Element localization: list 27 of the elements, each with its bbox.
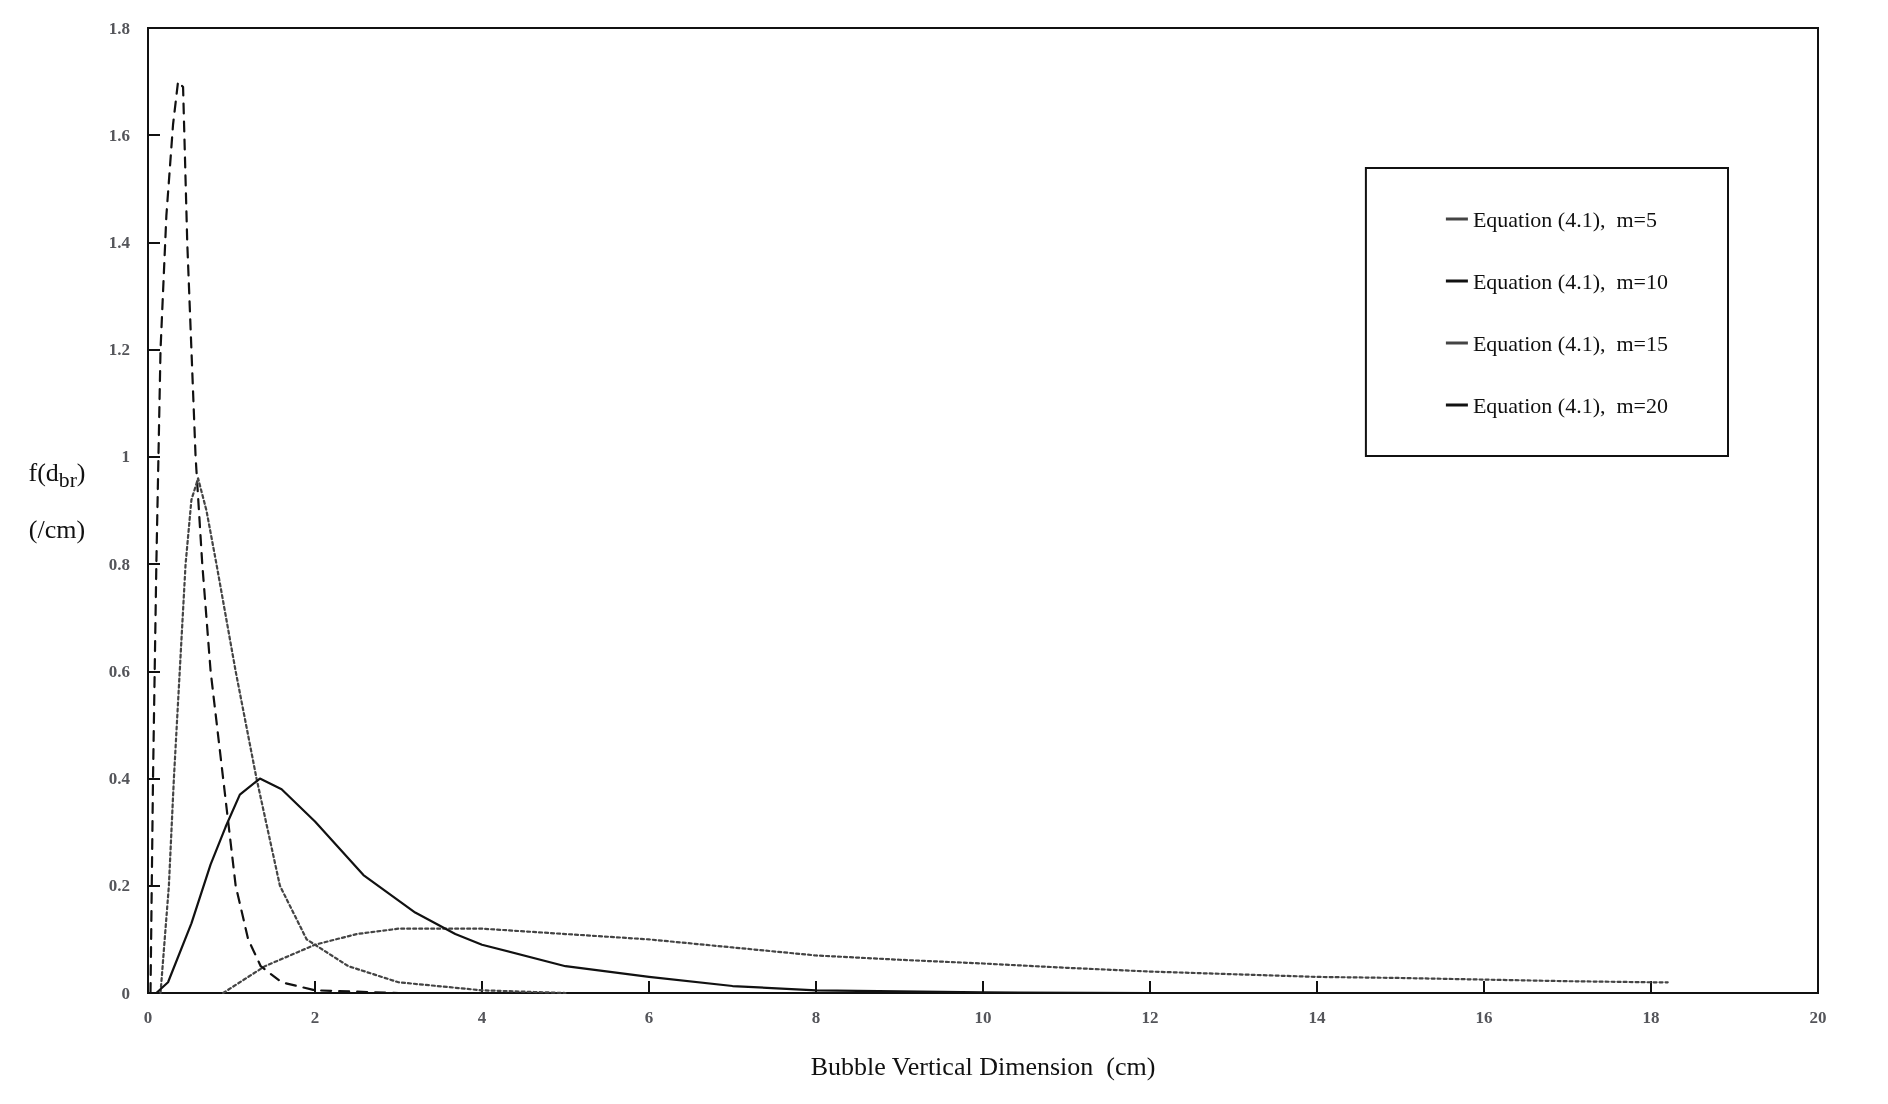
legend-label: Equation (4.1), m=5 bbox=[1472, 206, 1658, 232]
legend-label: Equation (4.1), m=20 bbox=[1472, 392, 1669, 418]
y-tick-label: 1.4 bbox=[108, 232, 131, 252]
y-tick-label: 0.2 bbox=[108, 876, 130, 896]
x-tick-label: 20 bbox=[1809, 1008, 1827, 1027]
legend-label: Equation (4.1), m=10 bbox=[1472, 268, 1669, 294]
y-axis-title: f(d$_{br}$) (/cm) bbox=[27, 457, 87, 547]
x-tick-label: 0 bbox=[143, 1008, 153, 1027]
x-tick-label: 18 bbox=[1642, 1008, 1660, 1027]
x-tick-label: 8 bbox=[811, 1008, 821, 1027]
x-tick-label: 14 bbox=[1308, 1008, 1326, 1027]
x-tick-label: 2 bbox=[310, 1008, 320, 1027]
x-axis-title: Bubble Vertical Dimension (cm) bbox=[810, 1051, 1156, 1081]
x-tick-label: 6 bbox=[644, 1008, 654, 1027]
y-tick-label: 1.8 bbox=[108, 18, 130, 38]
legend-label: Equation (4.1), m=15 bbox=[1472, 330, 1669, 356]
x-tick-label: 12 bbox=[1141, 1008, 1159, 1027]
x-tick-label: 16 bbox=[1475, 1008, 1493, 1027]
x-tick-label: 4 bbox=[477, 1008, 487, 1027]
y-tick-label: 0.6 bbox=[108, 661, 130, 681]
y-tick-label: 1.2 bbox=[108, 340, 130, 360]
x-tick-label: 10 bbox=[974, 1008, 992, 1027]
y-tick-label: 0 bbox=[121, 983, 130, 1003]
y-tick-label: 1.6 bbox=[108, 125, 130, 145]
y-tick-label: 0.4 bbox=[108, 769, 131, 789]
y-tick-label: 1 bbox=[121, 447, 130, 467]
y-tick-label: 0.8 bbox=[108, 554, 130, 574]
